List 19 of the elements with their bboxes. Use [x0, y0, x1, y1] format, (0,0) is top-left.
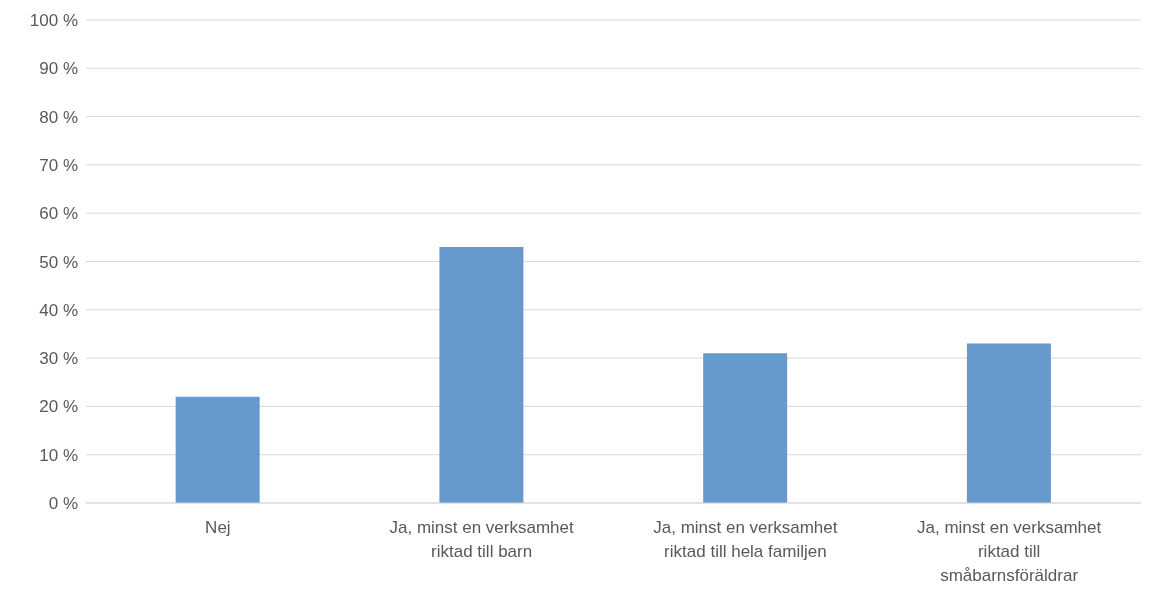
y-tick-label: 30 %	[39, 349, 78, 369]
y-tick-label: 10 %	[39, 445, 78, 465]
y-tick-label: 20 %	[39, 397, 78, 417]
bar	[439, 247, 524, 503]
x-tick-label: Nej	[205, 518, 231, 537]
bar	[175, 396, 260, 503]
y-tick-label: 50 %	[39, 252, 78, 272]
y-tick-label: 80 %	[39, 107, 78, 127]
y-tick-label: 40 %	[39, 300, 78, 320]
bar	[966, 343, 1051, 503]
y-tick-label: 100 %	[29, 11, 78, 31]
y-tick-label: 90 %	[39, 59, 78, 79]
bar	[703, 353, 788, 503]
y-tick-label: 60 %	[39, 204, 78, 224]
x-tick-label: Ja, minst en verksamhet riktad till hela familjen	[653, 518, 838, 561]
x-tick-label: Ja, minst en verksamhet riktad till barn	[389, 518, 575, 561]
y-tick-label: 0 %	[48, 494, 78, 514]
x-tick-label: Ja, minst en verksamhet riktad till småbarnsföräldrar	[917, 518, 1102, 585]
y-tick-label: 70 %	[39, 155, 78, 175]
